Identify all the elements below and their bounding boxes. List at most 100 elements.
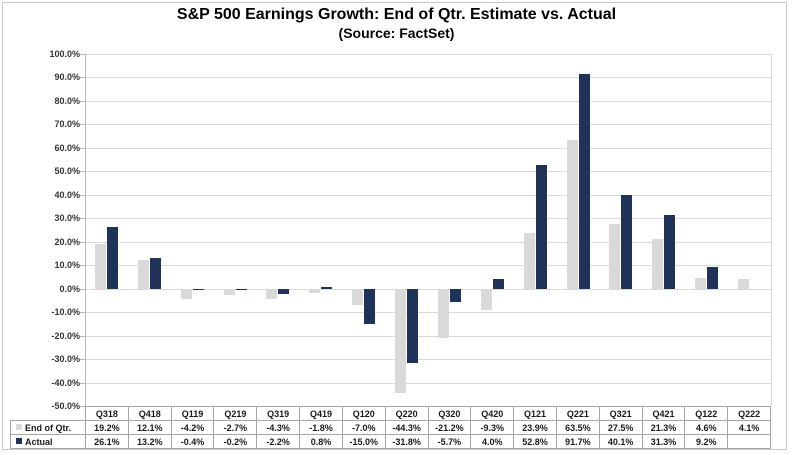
y-axis-label: -30.0%	[51, 354, 80, 364]
value-actual-q219: -0.2%	[213, 434, 258, 449]
gridline-30	[85, 218, 771, 219]
value-actual-q420: 4.0%	[470, 434, 515, 449]
gridline-20	[85, 242, 771, 243]
y-tick-80	[80, 101, 85, 102]
bar-end-of-qtr--q120	[352, 288, 364, 306]
y-axis-line	[85, 54, 86, 406]
legend-swatch-end-of-qtr-	[16, 424, 22, 431]
legend-label-actual: Actual	[10, 434, 86, 449]
chart-subtitle: (Source: FactSet)	[338, 25, 455, 41]
value-end-of-qtr--q120: -7.0%	[341, 420, 386, 435]
column-header-q321: Q321	[598, 406, 643, 421]
bar-actual-q321	[621, 194, 633, 289]
column-header-q122: Q122	[684, 406, 729, 421]
y-tick--40	[80, 383, 85, 384]
gridline-100	[85, 54, 771, 55]
bar-end-of-qtr--q418	[137, 260, 149, 289]
bar-actual-q421	[664, 215, 676, 289]
bar-actual-q418	[149, 257, 161, 289]
bar-end-of-qtr--q220	[395, 288, 407, 393]
column-header-q121: Q121	[513, 406, 557, 421]
bar-actual-q121	[535, 164, 547, 289]
column-header-q222: Q222	[727, 406, 771, 421]
bar-end-of-qtr--q419	[309, 288, 321, 293]
y-axis-label: 80.0%	[54, 96, 80, 106]
y-tick-100	[80, 54, 85, 55]
column-header-q419: Q419	[299, 406, 343, 421]
data-table: Q318 Q418 Q119 Q219 Q319 Q419 Q120 Q220 Q320 Q420…	[10, 406, 771, 449]
gridline-80	[85, 101, 771, 102]
value-actual-q319: -2.2%	[256, 434, 301, 449]
gridline-60	[85, 148, 771, 149]
column-header-q420: Q420	[470, 406, 515, 421]
bar-end-of-qtr--q121	[523, 232, 535, 289]
column-header-q418: Q418	[127, 406, 172, 421]
y-tick-90	[80, 77, 85, 78]
y-tick-70	[80, 124, 85, 125]
y-axis-label: -40.0%	[51, 378, 80, 388]
column-header-q219: Q219	[213, 406, 258, 421]
value-actual-q318: 26.1%	[85, 434, 129, 449]
table-row-actual: Actual 26.1% 13.2% -0.4% -0.2% -2.2% 0.8% -15.0…	[10, 434, 771, 449]
bar-end-of-qtr--q321	[609, 224, 621, 289]
y-tick--10	[80, 312, 85, 313]
y-axis-label: -10.0%	[51, 307, 80, 317]
value-actual-q418: 13.2%	[127, 434, 172, 449]
bar-actual-q220	[407, 288, 419, 364]
y-tick--50	[80, 406, 85, 407]
gridline-70	[85, 124, 771, 125]
bar-end-of-qtr--q318	[94, 243, 106, 289]
bar-actual-q122	[707, 267, 719, 289]
bar-end-of-qtr--q320	[437, 288, 449, 339]
bar-actual-q119	[192, 288, 204, 290]
gridline-10	[85, 265, 771, 266]
table-corner-blank	[11, 407, 86, 421]
table-row-end-of-qtr-: End of Qtr. 19.2% 12.1% -4.2% -2.7% -4.3% -1.8…	[10, 420, 771, 435]
value-actual-q221: 91.7%	[555, 434, 600, 449]
y-axis-label: 90.0%	[54, 72, 80, 82]
y-tick--20	[80, 336, 85, 337]
bar-actual-q320	[449, 288, 461, 303]
bar-end-of-qtr--q222	[738, 279, 750, 289]
y-tick-50	[80, 171, 85, 172]
value-actual-q119: -0.4%	[170, 434, 215, 449]
bar-end-of-qtr--q319	[266, 288, 278, 299]
gridline--10	[85, 312, 771, 313]
value-end-of-qtr--q420: -9.3%	[470, 420, 515, 435]
value-end-of-qtr--q122: 4.6%	[684, 420, 729, 435]
y-axis-label: -20.0%	[51, 331, 80, 341]
value-end-of-qtr--q220: -44.3%	[384, 420, 429, 435]
gridline-40	[85, 195, 771, 196]
value-actual-q321: 40.1%	[598, 434, 643, 449]
column-header-q318: Q318	[85, 406, 129, 421]
column-header-q120: Q120	[341, 406, 386, 421]
gridline--20	[85, 336, 771, 337]
legend-text-end-of-qtr-: End of Qtr.	[25, 422, 71, 433]
bar-actual-q221	[578, 73, 590, 289]
value-actual-q419: 0.8%	[299, 434, 343, 449]
bar-actual-q419	[321, 286, 333, 289]
value-actual-q222	[727, 434, 771, 449]
value-end-of-qtr--q121: 23.9%	[513, 420, 557, 435]
value-end-of-qtr--q320: -21.2%	[427, 420, 472, 435]
column-header-q220: Q220	[384, 406, 429, 421]
value-end-of-qtr--q318: 19.2%	[85, 420, 129, 435]
y-tick-60	[80, 148, 85, 149]
bar-actual-q319	[278, 288, 290, 294]
y-axis-label: 20.0%	[54, 237, 80, 247]
y-tick-30	[80, 218, 85, 219]
bar-actual-q420	[492, 279, 504, 289]
bar-end-of-qtr--q119	[180, 288, 192, 299]
value-end-of-qtr--q319: -4.3%	[256, 420, 301, 435]
chart-outer-border	[2, 2, 787, 450]
value-actual-q122: 9.2%	[684, 434, 729, 449]
gridline-50	[85, 171, 771, 172]
y-axis-label: 40.0%	[54, 190, 80, 200]
y-axis-label: 60.0%	[54, 143, 80, 153]
y-axis-label: 70.0%	[54, 119, 80, 129]
y-axis-label: 10.0%	[54, 260, 80, 270]
y-tick-10	[80, 265, 85, 266]
value-actual-q121: 52.8%	[513, 434, 557, 449]
y-axis-label: -50.0%	[51, 401, 80, 411]
